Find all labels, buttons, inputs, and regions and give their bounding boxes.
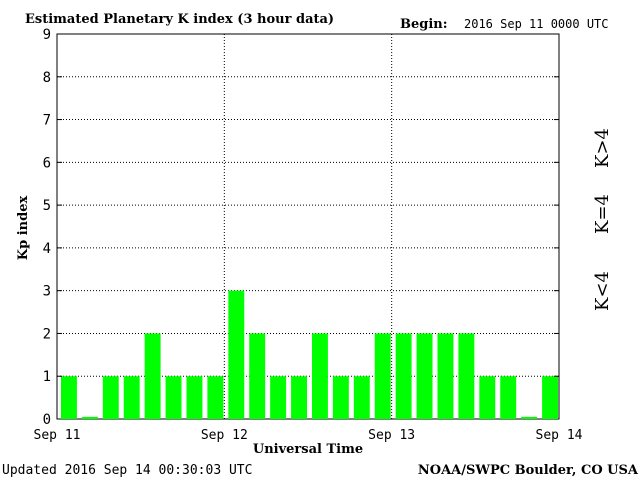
y-tick-label: 1: [43, 369, 51, 385]
y-tick-labels: 0 1 2 3 4 5 6 7 8 9: [43, 27, 559, 428]
legend-k-eq-4: K=4: [592, 194, 613, 234]
kp-bar: [81, 416, 98, 419]
y-tick-label: 5: [43, 198, 51, 214]
y-tick-label: 4: [43, 241, 51, 257]
y-axis-label: Kp index: [16, 196, 31, 261]
x-tick-label: Sep 12: [201, 428, 248, 443]
kp-bar: [395, 333, 412, 419]
kp-bar: [332, 376, 349, 419]
x-tick-labels: Sep 11 Sep 12 Sep 13 Sep 14: [34, 428, 583, 443]
legend-k-gt-4: K>4: [592, 128, 613, 168]
y-tick-label: 2: [43, 326, 51, 342]
kp-bar: [353, 376, 370, 419]
y-tick-label: 7: [43, 113, 51, 129]
x-tick-label: Sep 14: [536, 428, 583, 443]
legend-k-lt-4: K<4: [592, 271, 613, 311]
updated-timestamp: Updated 2016 Sep 14 00:30:03 UTC: [2, 463, 252, 478]
kp-bar: [458, 333, 475, 419]
kp-bar: [437, 333, 454, 419]
kp-bar: [291, 376, 307, 419]
kp-bar: [186, 376, 203, 419]
kp-bar: [207, 376, 224, 419]
kp-bar: [270, 376, 287, 419]
y-tick-label: 8: [43, 70, 51, 86]
kp-bar: [521, 416, 538, 419]
kp-bar: [312, 333, 328, 419]
kp-bar: [123, 376, 140, 419]
y-tick-label: 9: [43, 27, 51, 43]
kp-bar: [102, 376, 119, 419]
kp-bar: [249, 333, 266, 419]
kp-bar: [479, 376, 496, 419]
kp-bar: [416, 333, 433, 419]
begin-value: 2016 Sep 11 0000 UTC: [464, 17, 609, 31]
kp-bar: [144, 333, 161, 419]
kp-bar: [165, 376, 182, 419]
credit-text: NOAA/SWPC Boulder, CO USA: [418, 463, 639, 478]
x-axis-label: Universal Time: [253, 442, 363, 457]
kp-bar: [374, 333, 391, 419]
kp-bar: [542, 376, 558, 419]
plot-frame: [56, 33, 560, 420]
kp-bar: [500, 376, 517, 419]
x-tick-label: Sep 13: [368, 428, 415, 443]
kp-bar: [228, 290, 245, 419]
grid-lines: [57, 34, 559, 419]
chart-title: Estimated Planetary K index (3 hour data…: [25, 12, 334, 27]
bars-group: [61, 290, 558, 419]
begin-label: Begin:: [400, 17, 448, 32]
x-tick-label: Sep 11: [34, 428, 81, 443]
y-tick-label: 0: [43, 412, 51, 428]
y-tick-label: 3: [43, 284, 51, 300]
kp-bar: [61, 376, 77, 419]
y-tick-label: 6: [43, 155, 51, 171]
